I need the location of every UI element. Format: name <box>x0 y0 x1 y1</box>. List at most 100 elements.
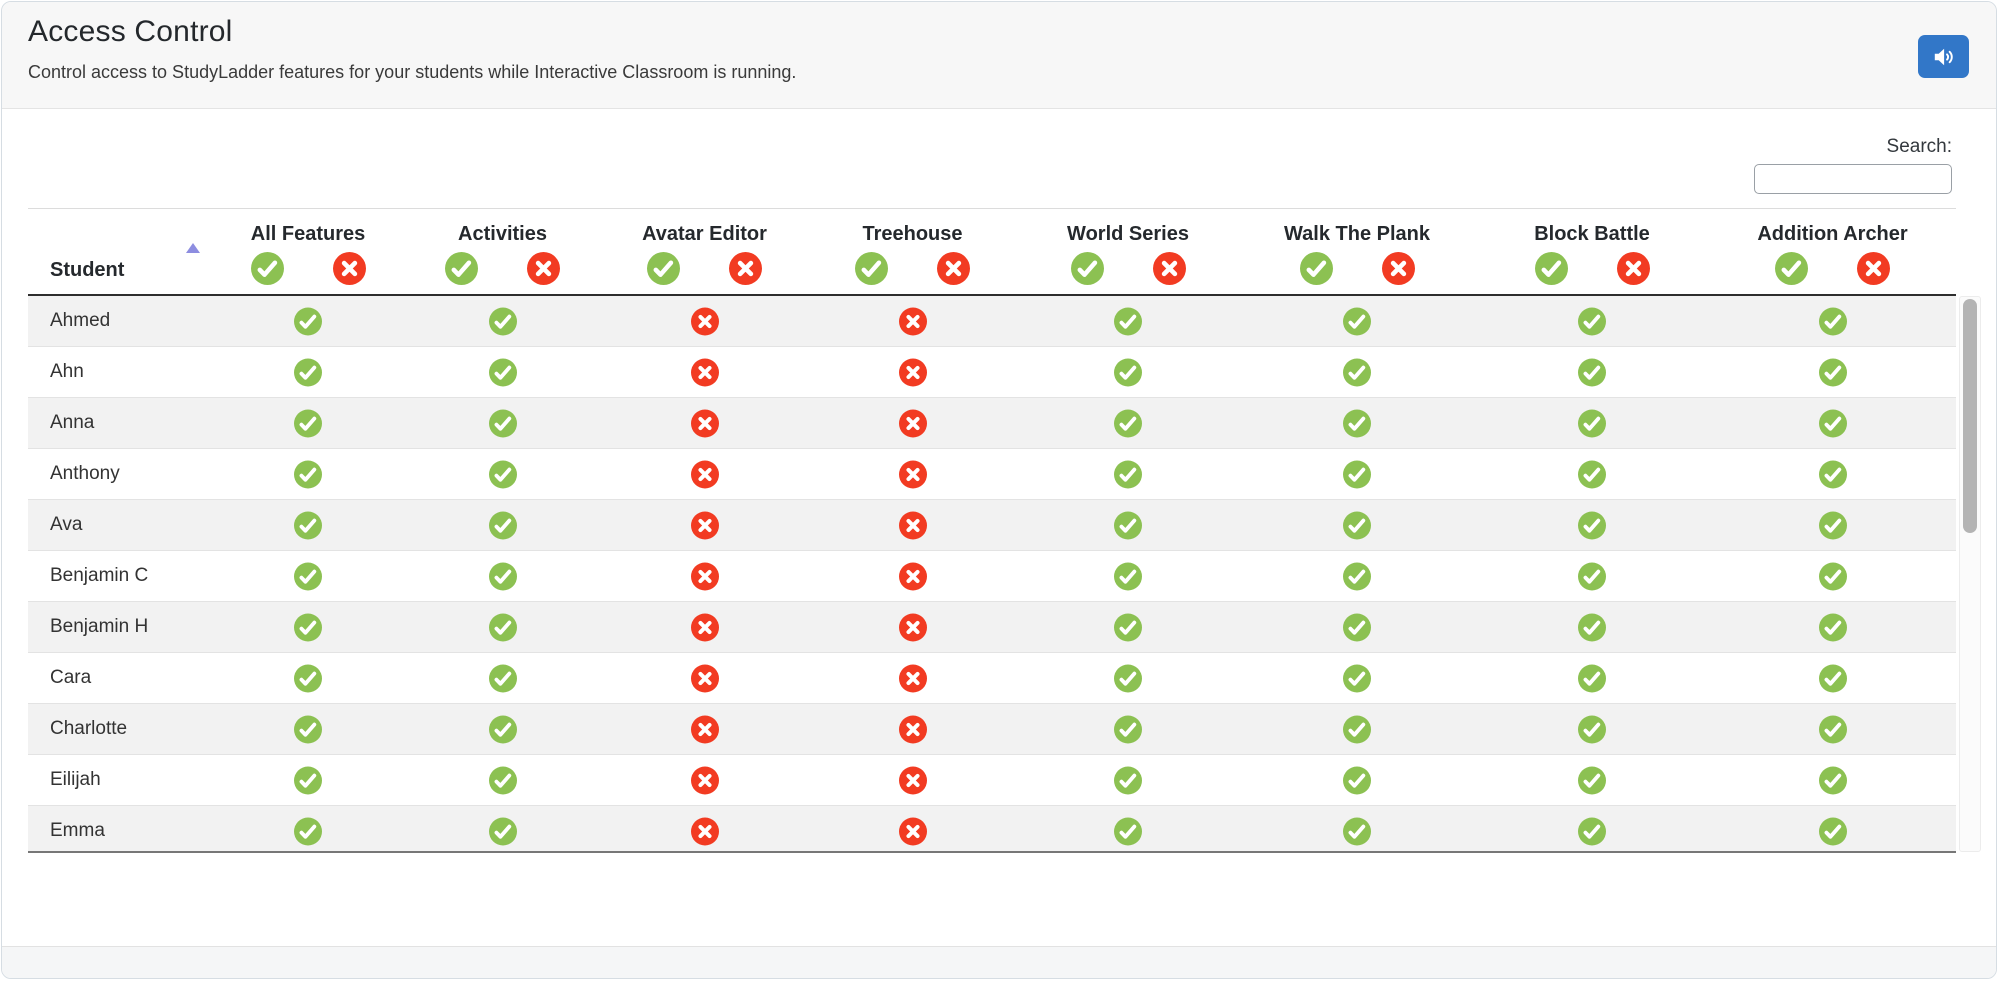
access-toggle-treehouse[interactable] <box>808 356 1017 389</box>
access-toggle-activities[interactable] <box>404 815 601 848</box>
access-toggle-activities[interactable] <box>404 509 601 542</box>
access-toggle-activities[interactable] <box>404 305 601 338</box>
deny-all-button[interactable] <box>1152 252 1186 285</box>
deny-all-button[interactable] <box>1381 252 1415 285</box>
access-toggle-all-features[interactable] <box>212 305 404 338</box>
access-toggle-addition-archer[interactable] <box>1709 458 1956 491</box>
access-toggle-block-battle[interactable] <box>1475 764 1709 797</box>
access-toggle-treehouse[interactable] <box>808 509 1017 542</box>
allow-all-button[interactable] <box>855 252 888 285</box>
access-toggle-world-series[interactable] <box>1017 356 1239 389</box>
access-toggle-walk-the-plank[interactable] <box>1239 458 1475 491</box>
access-toggle-all-features[interactable] <box>212 458 404 491</box>
sound-toggle-button[interactable] <box>1918 35 1969 78</box>
access-toggle-avatar-editor[interactable] <box>601 713 808 746</box>
access-toggle-avatar-editor[interactable] <box>601 560 808 593</box>
access-toggle-all-features[interactable] <box>212 662 404 695</box>
access-toggle-activities[interactable] <box>404 764 601 797</box>
access-toggle-world-series[interactable] <box>1017 560 1239 593</box>
access-toggle-block-battle[interactable] <box>1475 509 1709 542</box>
allow-all-button[interactable] <box>647 252 680 285</box>
search-input[interactable] <box>1754 164 1952 194</box>
access-toggle-treehouse[interactable] <box>808 458 1017 491</box>
access-toggle-treehouse[interactable] <box>808 764 1017 797</box>
access-toggle-avatar-editor[interactable] <box>601 458 808 491</box>
access-toggle-addition-archer[interactable] <box>1709 407 1956 440</box>
access-toggle-addition-archer[interactable] <box>1709 611 1956 644</box>
allow-all-button[interactable] <box>1299 252 1333 285</box>
access-toggle-walk-the-plank[interactable] <box>1239 713 1475 746</box>
access-toggle-world-series[interactable] <box>1017 764 1239 797</box>
access-toggle-avatar-editor[interactable] <box>601 662 808 695</box>
column-header-student[interactable]: Student <box>28 209 212 294</box>
access-toggle-block-battle[interactable] <box>1475 662 1709 695</box>
deny-all-button[interactable] <box>527 252 560 285</box>
access-toggle-activities[interactable] <box>404 560 601 593</box>
table-scrollbar[interactable] <box>1959 296 1981 852</box>
access-toggle-avatar-editor[interactable] <box>601 356 808 389</box>
allow-all-button[interactable] <box>250 252 284 285</box>
access-toggle-walk-the-plank[interactable] <box>1239 764 1475 797</box>
access-toggle-avatar-editor[interactable] <box>601 305 808 338</box>
access-toggle-block-battle[interactable] <box>1475 713 1709 746</box>
allow-all-button[interactable] <box>1775 252 1808 285</box>
access-toggle-block-battle[interactable] <box>1475 305 1709 338</box>
access-toggle-walk-the-plank[interactable] <box>1239 815 1475 848</box>
access-toggle-world-series[interactable] <box>1017 662 1239 695</box>
access-toggle-block-battle[interactable] <box>1475 560 1709 593</box>
access-toggle-activities[interactable] <box>404 713 601 746</box>
access-toggle-treehouse[interactable] <box>808 713 1017 746</box>
access-toggle-block-battle[interactable] <box>1475 815 1709 848</box>
access-toggle-activities[interactable] <box>404 458 601 491</box>
access-toggle-treehouse[interactable] <box>808 305 1017 338</box>
access-toggle-avatar-editor[interactable] <box>601 611 808 644</box>
access-toggle-addition-archer[interactable] <box>1709 356 1956 389</box>
access-toggle-walk-the-plank[interactable] <box>1239 407 1475 440</box>
access-toggle-all-features[interactable] <box>212 407 404 440</box>
deny-all-button[interactable] <box>937 252 970 285</box>
access-toggle-block-battle[interactable] <box>1475 356 1709 389</box>
access-toggle-addition-archer[interactable] <box>1709 764 1956 797</box>
access-toggle-block-battle[interactable] <box>1475 611 1709 644</box>
access-toggle-treehouse[interactable] <box>808 611 1017 644</box>
access-toggle-world-series[interactable] <box>1017 509 1239 542</box>
access-toggle-block-battle[interactable] <box>1475 407 1709 440</box>
deny-all-button[interactable] <box>1616 252 1650 285</box>
scrollbar-thumb[interactable] <box>1963 299 1977 533</box>
access-toggle-walk-the-plank[interactable] <box>1239 560 1475 593</box>
access-toggle-addition-archer[interactable] <box>1709 509 1956 542</box>
allow-all-button[interactable] <box>1070 252 1104 285</box>
access-toggle-world-series[interactable] <box>1017 407 1239 440</box>
deny-all-button[interactable] <box>1857 252 1890 285</box>
access-toggle-treehouse[interactable] <box>808 560 1017 593</box>
allow-all-button[interactable] <box>1534 252 1568 285</box>
access-toggle-avatar-editor[interactable] <box>601 764 808 797</box>
access-toggle-all-features[interactable] <box>212 815 404 848</box>
access-toggle-walk-the-plank[interactable] <box>1239 509 1475 542</box>
access-toggle-activities[interactable] <box>404 662 601 695</box>
access-toggle-addition-archer[interactable] <box>1709 560 1956 593</box>
access-toggle-walk-the-plank[interactable] <box>1239 305 1475 338</box>
access-toggle-walk-the-plank[interactable] <box>1239 662 1475 695</box>
deny-all-button[interactable] <box>332 252 366 285</box>
allow-all-button[interactable] <box>445 252 478 285</box>
access-toggle-treehouse[interactable] <box>808 815 1017 848</box>
access-toggle-addition-archer[interactable] <box>1709 815 1956 848</box>
access-toggle-all-features[interactable] <box>212 764 404 797</box>
access-toggle-activities[interactable] <box>404 407 601 440</box>
access-toggle-treehouse[interactable] <box>808 662 1017 695</box>
access-toggle-addition-archer[interactable] <box>1709 305 1956 338</box>
access-toggle-world-series[interactable] <box>1017 611 1239 644</box>
access-toggle-world-series[interactable] <box>1017 305 1239 338</box>
access-toggle-avatar-editor[interactable] <box>601 509 808 542</box>
deny-all-button[interactable] <box>729 252 762 285</box>
access-toggle-all-features[interactable] <box>212 713 404 746</box>
access-toggle-all-features[interactable] <box>212 611 404 644</box>
access-toggle-addition-archer[interactable] <box>1709 713 1956 746</box>
access-toggle-world-series[interactable] <box>1017 713 1239 746</box>
access-toggle-walk-the-plank[interactable] <box>1239 611 1475 644</box>
access-toggle-all-features[interactable] <box>212 356 404 389</box>
access-toggle-treehouse[interactable] <box>808 407 1017 440</box>
access-toggle-block-battle[interactable] <box>1475 458 1709 491</box>
access-toggle-world-series[interactable] <box>1017 458 1239 491</box>
